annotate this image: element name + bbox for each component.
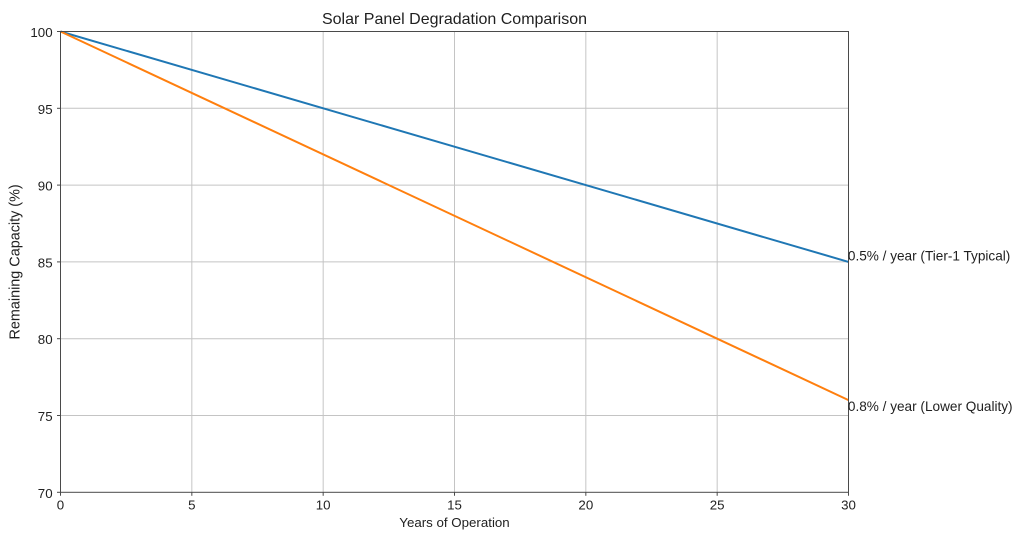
svg-text:25: 25 [710,498,725,513]
svg-text:0: 0 [57,498,64,513]
svg-text:Years of Operation: Years of Operation [399,515,509,530]
svg-text:Solar Panel Degradation Compar: Solar Panel Degradation Comparison [322,11,587,28]
svg-text:85: 85 [38,255,53,270]
svg-text:75: 75 [38,409,53,424]
svg-text:0.5% / year (Tier-1 Typical): 0.5% / year (Tier-1 Typical) [848,249,1010,264]
svg-text:5: 5 [188,498,195,513]
svg-text:100: 100 [30,25,52,40]
svg-text:0.8% / year (Lower Quality): 0.8% / year (Lower Quality) [848,399,1013,414]
svg-text:10: 10 [316,498,331,513]
svg-text:90: 90 [38,179,53,194]
svg-text:80: 80 [38,332,53,347]
svg-text:30: 30 [841,498,856,513]
svg-text:Remaining Capacity (%): Remaining Capacity (%) [8,184,24,339]
svg-text:70: 70 [38,486,53,501]
svg-text:15: 15 [447,498,462,513]
svg-text:20: 20 [578,498,593,513]
svg-text:95: 95 [38,102,53,117]
